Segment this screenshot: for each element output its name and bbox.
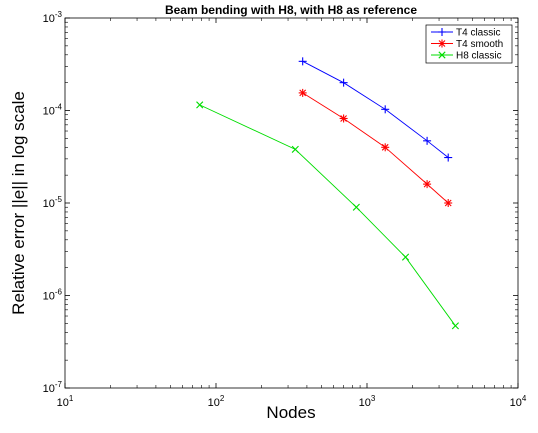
data-point-t4-classic (444, 153, 453, 162)
data-point-t4-classic (381, 105, 390, 114)
data-point-t4-smooth (381, 143, 390, 152)
legend-item-h8-classic: H8 classic (431, 51, 502, 62)
x-tick-label: 101 (57, 394, 74, 409)
data-point-h8-classic (451, 322, 459, 330)
data-point-t4-smooth (444, 199, 453, 207)
x-tick-label: 103 (359, 394, 376, 409)
legend-item-t4-smooth: T4 smooth (431, 39, 503, 50)
data-point-t4-classic (339, 78, 348, 87)
legend-label-t4-classic: T4 classic (456, 28, 500, 39)
data-point-t4-smooth (298, 88, 307, 97)
legend-label-h8-classic: H8 classic (456, 51, 502, 62)
legend-marker-t4-classic (438, 28, 446, 36)
legend-item-t4-classic: T4 classic (431, 28, 500, 39)
series-layer (196, 57, 459, 330)
data-point-h8-classic (291, 145, 299, 153)
axis-ticks: 101 102 103 104 10-7 10-6 10-5 10-4 10-3 (43, 10, 527, 409)
data-point-t4-smooth (423, 180, 432, 189)
data-point-t4-classic (298, 57, 307, 66)
data-point-t4-classic (423, 136, 432, 145)
legend-label-t4-smooth: T4 smooth (456, 39, 503, 50)
legend-marker-t4-smooth (438, 39, 446, 48)
data-point-h8-classic (352, 203, 360, 211)
data-point-h8-classic (196, 101, 204, 109)
data-point-h8-classic (401, 253, 410, 261)
plot-area (64, 17, 519, 389)
x-tick-label: 104 (510, 394, 527, 409)
legend-marker-h8-classic (438, 51, 446, 59)
x-tick-label: 102 (208, 394, 225, 409)
y-tick-label: 10-6 (43, 288, 63, 303)
y-tick-label: 10-7 (43, 380, 63, 395)
y-tick-label: 10-4 (43, 103, 63, 118)
y-tick-label: 10-5 (43, 195, 63, 210)
chart-title: Beam bending with H8, with H8 as referen… (165, 3, 417, 17)
y-tick-label: 10-3 (43, 10, 63, 25)
x-axis-label: Nodes (266, 403, 315, 422)
data-point-t4-smooth (339, 114, 348, 123)
y-axis-label: Relative error ||e|| in log scale (9, 91, 28, 315)
